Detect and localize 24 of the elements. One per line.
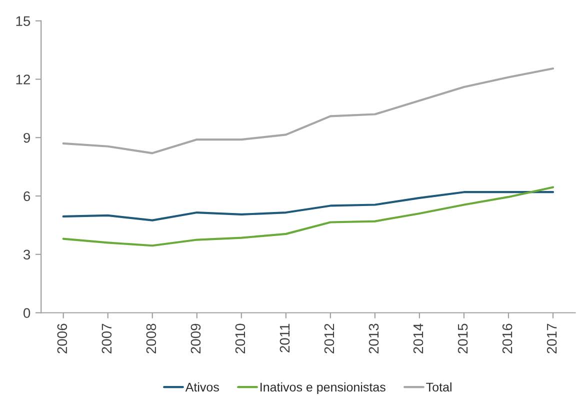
y-tick-label: 12: [16, 74, 30, 84]
x-tick-label: 2013: [368, 324, 379, 354]
x-tick-label: 2016: [502, 324, 512, 354]
x-tick-label: 2015: [458, 324, 468, 354]
legend-label: Inativos e pensionistas: [260, 382, 386, 394]
x-tick-label: 2008: [146, 324, 156, 354]
legend-label: Total: [426, 382, 452, 392]
line-series: [62, 186, 554, 247]
x-tick-label: 2006: [57, 324, 68, 354]
x-tick-label: 2009: [190, 324, 201, 354]
line-series: [62, 67, 554, 154]
y-tick-label: 6: [24, 191, 30, 202]
y-tick-label: 9: [24, 132, 30, 143]
legend-label: Ativos: [185, 382, 219, 392]
x-tick-label: 2011: [280, 324, 290, 352]
y-tick-label: 15: [16, 16, 30, 26]
x-tick-label: 2007: [102, 324, 112, 354]
line-series: [62, 191, 554, 222]
x-tick-label: 2017: [546, 324, 557, 354]
y-tick-label: 0: [23, 308, 30, 318]
y-tick-label: 3: [23, 250, 30, 260]
x-tick-label: 2010: [235, 324, 246, 354]
x-tick-label: 2012: [324, 324, 334, 354]
x-tick-label: 2014: [413, 324, 424, 354]
